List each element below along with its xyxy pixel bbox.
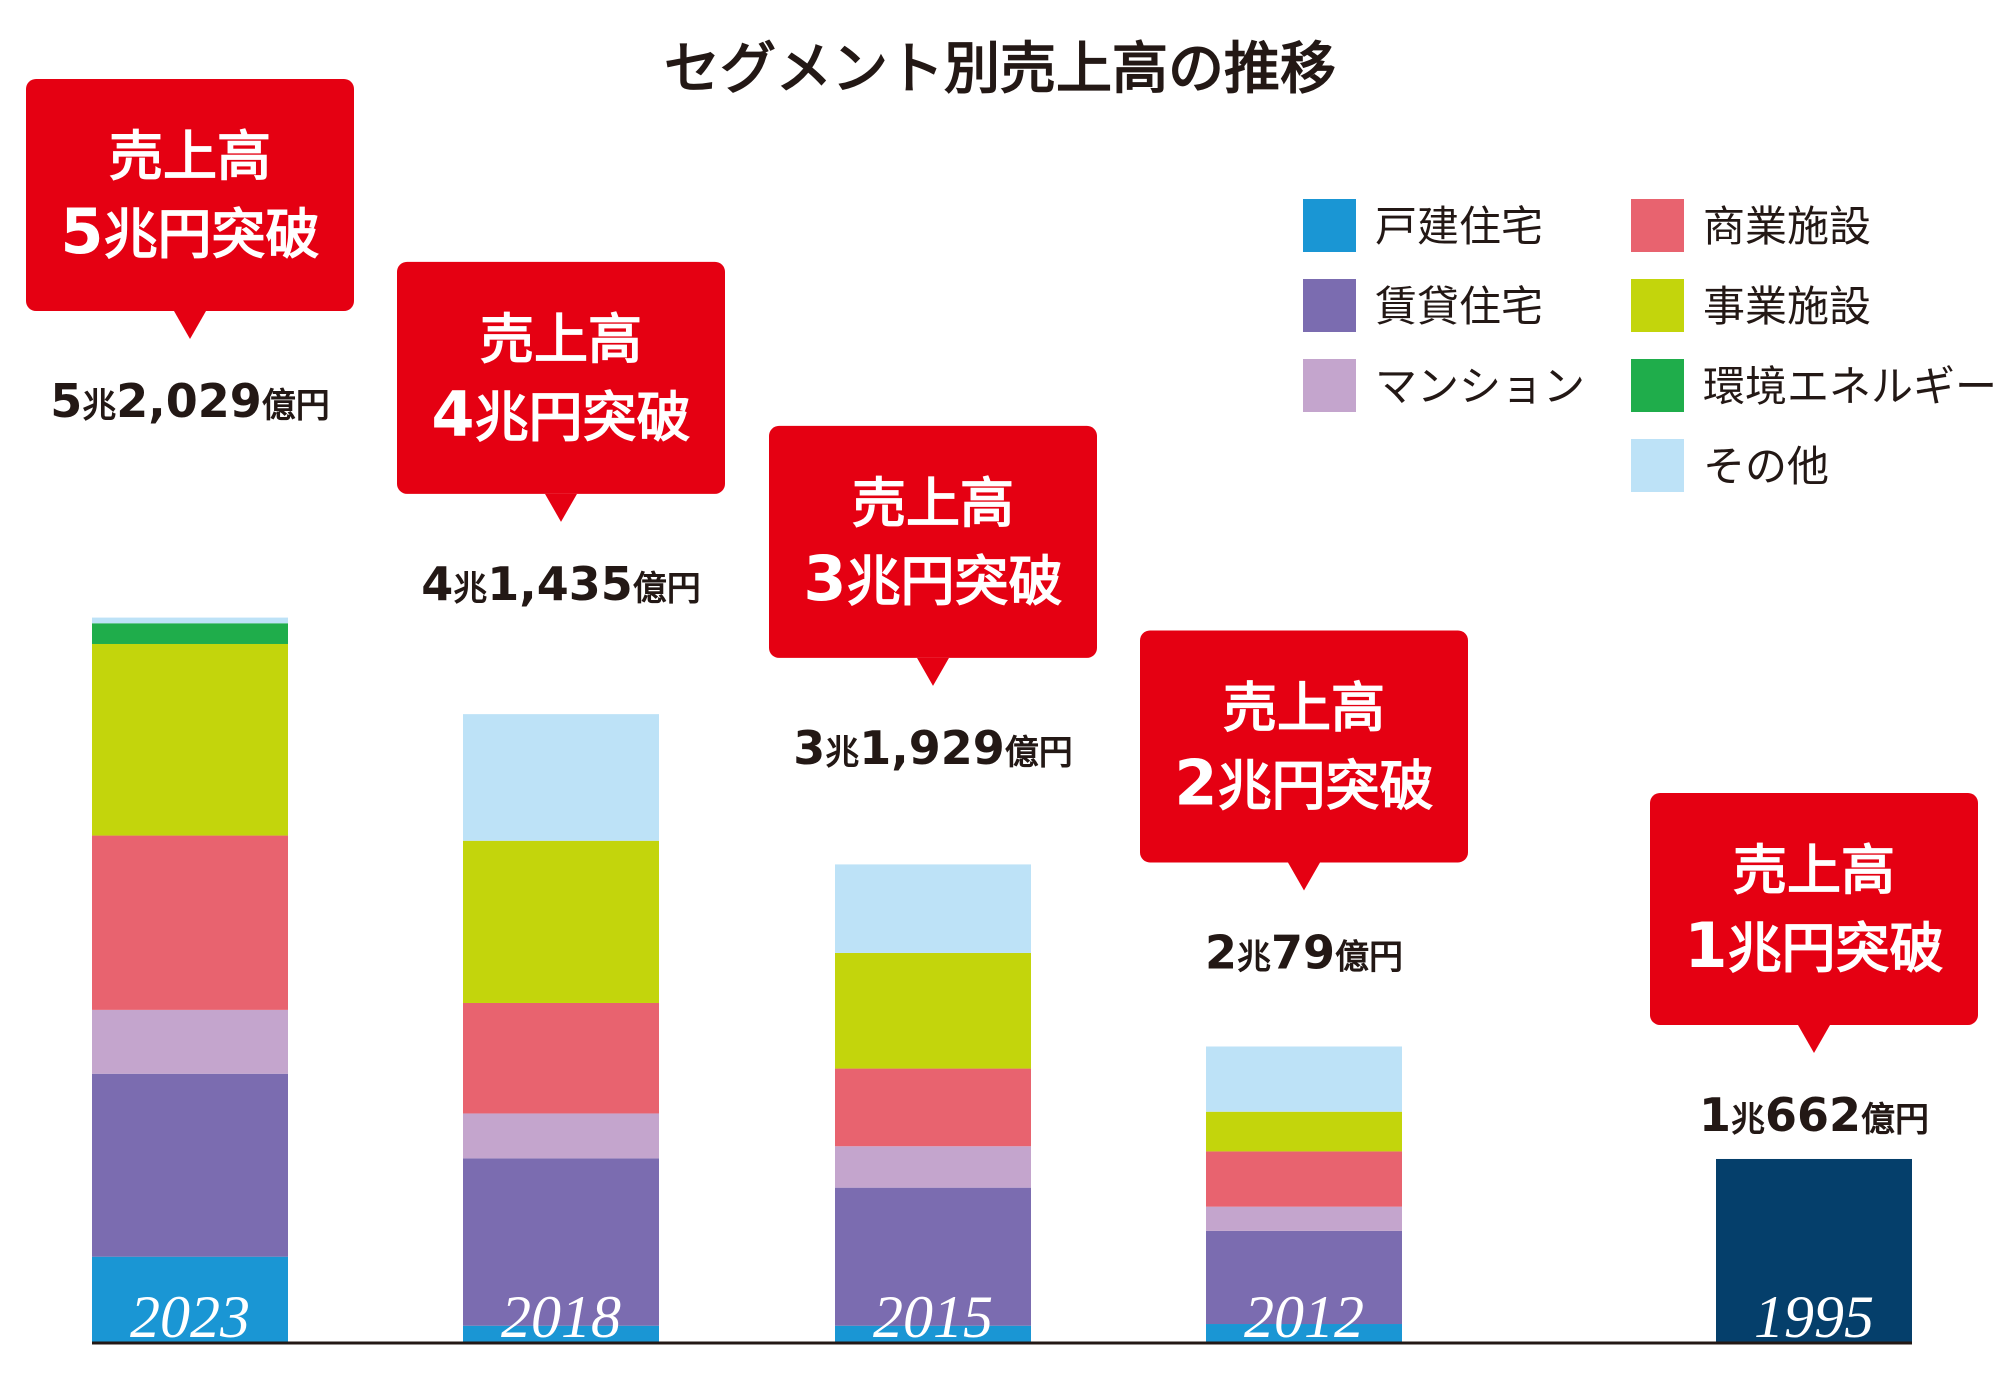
- callout-pointer: [917, 657, 949, 686]
- callout-line2: 3兆円突破: [803, 542, 1062, 615]
- callout-pointer: [545, 493, 577, 522]
- bar-segment-2015-6: [835, 864, 1031, 953]
- bar-segment-2018-4: [463, 840, 659, 1003]
- bars: 20235兆2,029億円売上高5兆円突破20184兆1,435億円売上高4兆円…: [26, 79, 1978, 1350]
- bar-segment-2015-1: [835, 1187, 1031, 1326]
- bar-group-2023: 2023 5兆2,029億円 売上高 5兆円突破: [26, 79, 354, 1350]
- bar-segment-2012-4: [1206, 1111, 1402, 1152]
- legend-label: 賃貸住宅: [1375, 282, 1543, 331]
- legend-swatch: [1631, 439, 1684, 492]
- callout-line1: 売上高: [109, 125, 271, 188]
- bar-group-2018: 2018 4兆1,435億円 売上高 4兆円突破: [397, 261, 725, 1350]
- year-label-2023: 2023: [130, 1284, 250, 1350]
- total-label-2012: 2兆79億円: [1205, 925, 1403, 979]
- bar-segment-2015-2: [835, 1146, 1031, 1188]
- legend-item-1: 賃貸住宅: [1303, 279, 1543, 332]
- legend-swatch: [1631, 359, 1684, 412]
- bar-segment-2018-6: [463, 714, 659, 841]
- bar-segment-2012-1: [1206, 1230, 1402, 1325]
- bar-segment-2023-3: [92, 835, 288, 1010]
- bar-group-2012: 2012 2兆79億円 売上高 2兆円突破: [1140, 630, 1468, 1350]
- legend-swatch: [1303, 199, 1356, 252]
- bar-segment-2018-1: [463, 1158, 659, 1326]
- callout-2015: 売上高 3兆円突破: [769, 425, 1097, 686]
- bar-segment-2015-3: [835, 1068, 1031, 1147]
- callout-pointer: [1288, 862, 1320, 891]
- callout-2023: 売上高 5兆円突破: [26, 79, 354, 339]
- legend-label: マンション: [1375, 362, 1585, 411]
- legend-swatch: [1303, 359, 1356, 412]
- callout-1995: 売上高 1兆円突破: [1650, 792, 1978, 1053]
- callout-line1: 売上高: [852, 472, 1014, 535]
- bar-segment-2015-0: [835, 1325, 1031, 1343]
- legend-label: 戸建住宅: [1375, 202, 1543, 251]
- bar-segment-2023-4: [92, 643, 288, 836]
- legend-item-2: マンション: [1303, 359, 1585, 412]
- callout-line1: 売上高: [1733, 839, 1895, 902]
- bar-segment-2023-6: [92, 617, 288, 624]
- callout-line1: 売上高: [1223, 676, 1385, 739]
- bar-segment-2023-2: [92, 1009, 288, 1074]
- legend-swatch: [1631, 279, 1684, 332]
- year-label-1995: 1995: [1754, 1284, 1874, 1350]
- callout-box: [26, 79, 354, 311]
- bar-segment-2012-6: [1206, 1046, 1402, 1112]
- legend-item-3: 商業施設: [1631, 199, 1871, 252]
- bar-segment-2023-5: [92, 623, 288, 644]
- legend-item-5: 環境エネルギー: [1631, 359, 1997, 412]
- callout-pointer: [1798, 1024, 1830, 1053]
- legend-swatch: [1631, 199, 1684, 252]
- chart-title: セグメント別売上高の推移: [664, 37, 1336, 102]
- bar-segment-2018-2: [463, 1113, 659, 1159]
- legend-label: 環境エネルギー: [1703, 362, 1997, 411]
- year-label-2012: 2012: [1244, 1284, 1364, 1350]
- callout-line2: 4兆円突破: [431, 378, 690, 451]
- callout-line2: 1兆円突破: [1684, 909, 1943, 982]
- callout-line2: 5兆円突破: [60, 195, 319, 268]
- callout-pointer: [174, 311, 206, 339]
- legend-label: 事業施設: [1703, 282, 1871, 331]
- bar-segment-1995-total: [1716, 1158, 1912, 1343]
- callout-box: [1140, 630, 1468, 863]
- bar-group-2015: 2015 3兆1,929億円 売上高 3兆円突破: [769, 425, 1097, 1350]
- total-label-1995: 1兆662億円: [1699, 1088, 1929, 1142]
- total-label-2015: 3兆1,929億円: [793, 721, 1073, 775]
- legend-item-4: 事業施設: [1631, 279, 1871, 332]
- bar-segment-2012-2: [1206, 1206, 1402, 1231]
- callout-box: [1650, 792, 1978, 1025]
- bar-segment-2018-0: [463, 1325, 659, 1343]
- legend-item-6: その他: [1631, 439, 1829, 492]
- bar-segment-2015-4: [835, 952, 1031, 1069]
- legend-label: その他: [1703, 442, 1829, 491]
- callout-line1: 売上高: [480, 308, 642, 371]
- year-label-2018: 2018: [501, 1284, 621, 1350]
- callout-box: [769, 425, 1097, 658]
- year-label-2015: 2015: [873, 1284, 993, 1350]
- total-label-2023: 5兆2,029億円: [50, 374, 330, 428]
- bar-group-1995: 1995 1兆662億円 売上高 1兆円突破: [1650, 792, 1978, 1350]
- legend-item-0: 戸建住宅: [1303, 199, 1543, 252]
- bar-segment-2018-3: [463, 1002, 659, 1114]
- bar-segment-2023-1: [92, 1073, 288, 1257]
- callout-line2: 2兆円突破: [1174, 746, 1433, 819]
- callout-box: [397, 261, 725, 494]
- bar-segment-2012-3: [1206, 1151, 1402, 1207]
- legend-swatch: [1303, 279, 1356, 332]
- bar-segment-2023-0: [92, 1256, 288, 1343]
- callout-2012: 売上高 2兆円突破: [1140, 630, 1468, 891]
- bar-segment-2012-0: [1206, 1324, 1402, 1343]
- callout-2018: 売上高 4兆円突破: [397, 261, 725, 522]
- legend-label: 商業施設: [1703, 202, 1871, 251]
- total-label-2018: 4兆1,435億円: [421, 557, 701, 611]
